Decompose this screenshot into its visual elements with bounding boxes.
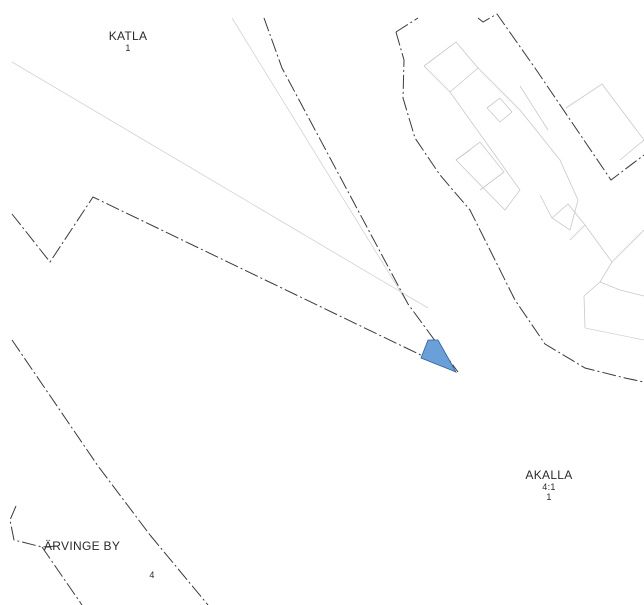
property-boundaries <box>9 13 644 605</box>
label-akalla-sub-number: 1 <box>546 492 552 502</box>
label-katla: KATLA 1 <box>96 29 160 53</box>
label-arvinge-by: ÄRVINGE BY <box>44 539 154 553</box>
label-akalla: AKALLA 4:1 1 <box>514 468 584 502</box>
label-akalla-number: 4:1 <box>542 482 556 492</box>
road-line-1 <box>11 61 429 309</box>
road-line-2 <box>231 17 409 305</box>
label-akalla-name: AKALLA <box>525 468 573 482</box>
building-outlines <box>423 41 644 329</box>
label-arvinge-name: ÄRVINGE BY <box>44 539 121 553</box>
label-arvinge-number: 4 <box>149 570 155 580</box>
road-line-3 <box>584 327 644 341</box>
highlighted-parcel[interactable] <box>420 339 457 373</box>
label-katla-name: KATLA <box>108 29 148 43</box>
label-katla-number: 1 <box>125 43 131 53</box>
